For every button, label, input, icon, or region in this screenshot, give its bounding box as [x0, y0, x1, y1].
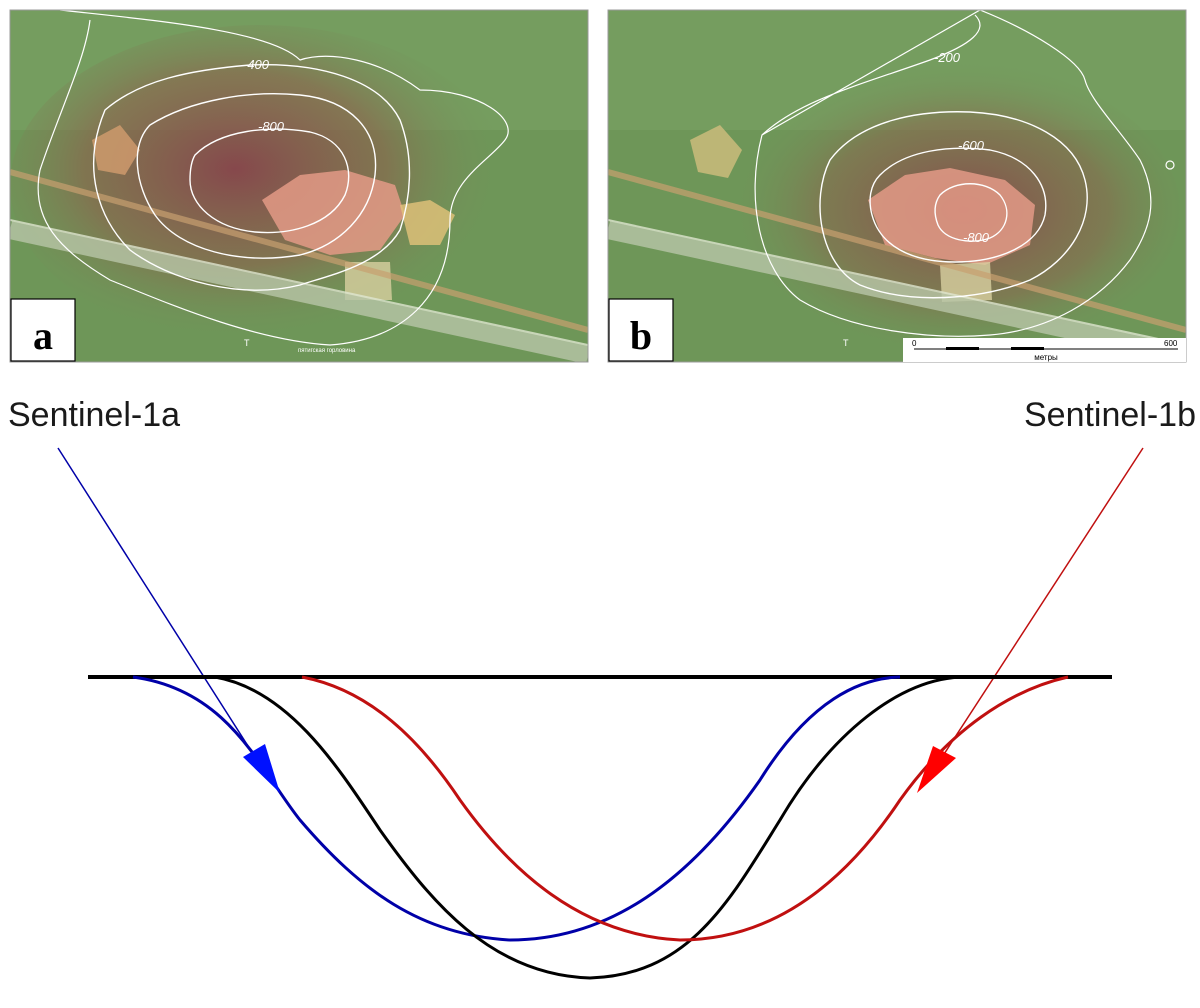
contour-600	[869, 147, 1047, 263]
sentinel-1a-arrowhead	[243, 744, 280, 793]
panel-a-label: a	[33, 313, 53, 358]
quarry-area	[262, 170, 405, 255]
panel-a-label-box	[10, 298, 76, 362]
contour-label: -800	[963, 230, 990, 245]
contour-400	[819, 111, 1088, 299]
panel-a-border	[9, 9, 589, 363]
subsidence-area	[10, 25, 510, 345]
sentinel-1b-arrowhead	[917, 746, 956, 793]
map-panel-b: -200 -600 -800 T	[608, 10, 1186, 362]
contour-label: -800	[258, 119, 285, 134]
railway	[608, 169, 1186, 333]
map-text: T	[244, 338, 250, 348]
sentinel-1a-profile	[132, 675, 901, 942]
contour-800	[934, 183, 1008, 242]
scale-bar: 0 600 метры	[903, 338, 1186, 362]
contour-label: -600	[958, 138, 985, 153]
sentinel-1b-profile	[301, 675, 1069, 942]
contour-600	[136, 93, 377, 259]
scale-bar-unit: метры	[1034, 353, 1058, 362]
scale-bar-end: 600	[1164, 339, 1178, 348]
highway-edge	[608, 219, 1186, 346]
scale-bar-segment	[946, 347, 979, 350]
quarry-area	[868, 168, 1035, 265]
contour-200	[754, 10, 1152, 337]
contour-800	[189, 128, 350, 234]
railway	[10, 169, 588, 333]
sentinel-1b-label: Sentinel-1b	[1024, 396, 1196, 434]
contour-400	[92, 63, 411, 291]
panel-b-border	[607, 9, 1187, 363]
panel-b-label: b	[630, 313, 652, 358]
map-text: пятигская горловина	[298, 348, 356, 354]
contour-outer	[37, 10, 509, 346]
contour-label: -400	[243, 57, 270, 72]
scale-bar-segment	[1011, 347, 1044, 350]
quarry-dump	[400, 200, 455, 245]
dump-west	[92, 125, 140, 175]
sentinel-1a-ray	[57, 447, 263, 769]
scale-bar-start: 0	[912, 339, 917, 348]
contour-small	[1165, 160, 1175, 170]
dump-west	[690, 125, 742, 178]
sentinel-1a-label: Sentinel-1a	[8, 396, 180, 434]
sentinel-1b-ray	[934, 447, 1144, 769]
highway	[608, 221, 1186, 362]
contour-label: -200	[934, 50, 961, 65]
map-text: T	[843, 338, 849, 348]
highway-edge	[10, 219, 588, 346]
map-panel-a: -400 -800 T пятигская горловина	[10, 10, 588, 362]
panel-b-label-box	[608, 298, 674, 362]
true-subsidence-profile	[214, 675, 966, 980]
highway	[10, 221, 588, 362]
